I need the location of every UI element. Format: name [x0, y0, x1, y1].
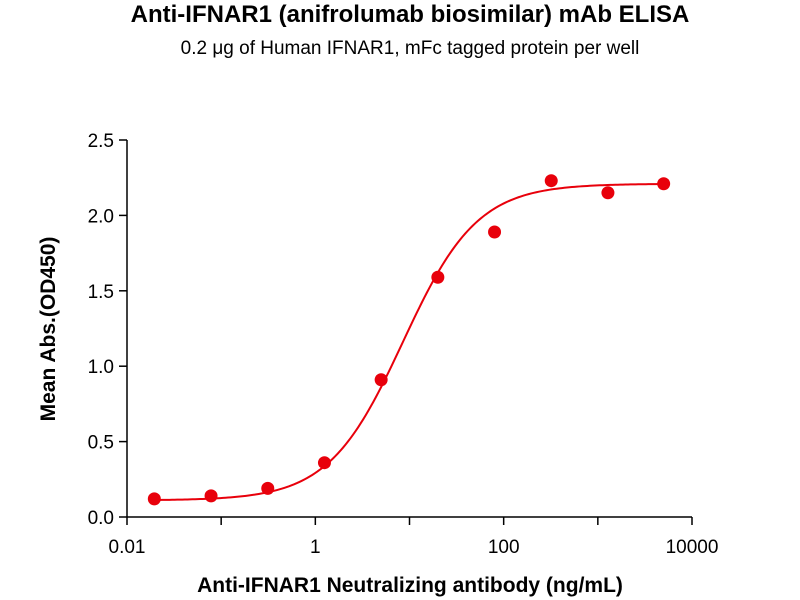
chart-title: Anti-IFNAR1 (anifrolumab biosimilar) mAb… — [131, 1, 690, 28]
y-tick-label: 1.5 — [88, 282, 114, 303]
data-point — [374, 373, 388, 387]
y-axis-ticks: 0.0 0.5 1.0 1.5 2.0 2.5 — [88, 131, 127, 529]
y-tick-label: 2.0 — [88, 206, 114, 227]
x-axis-label: Anti-IFNAR1 Neutralizing antibody (ng/mL… — [197, 574, 623, 597]
data-point — [657, 177, 671, 191]
x-tick-label: 10000 — [666, 537, 719, 558]
data-point — [601, 186, 615, 200]
data-point — [261, 481, 275, 495]
y-tick-label: 1.0 — [88, 357, 114, 378]
data-point — [488, 225, 502, 239]
plot-area: 0.0 0.5 1.0 1.5 2.0 2.5 0.01 1 100 10000 — [88, 131, 719, 558]
y-tick-label: 2.5 — [88, 131, 114, 152]
y-tick-label: 0.5 — [88, 433, 114, 454]
chart-subtitle: 0.2 μg of Human IFNAR1, mFc tagged prote… — [181, 38, 640, 59]
x-tick-label: 1 — [310, 537, 321, 558]
data-point — [147, 492, 161, 506]
data-points — [147, 174, 671, 506]
x-axis-ticks: 0.01 1 100 10000 — [109, 517, 719, 558]
x-tick-label: 0.01 — [109, 537, 146, 558]
y-axis-label: Mean Abs.(OD450) — [37, 237, 60, 422]
data-point — [204, 489, 218, 503]
x-tick-label: 100 — [488, 537, 520, 558]
data-point — [431, 270, 445, 284]
data-point — [317, 456, 331, 470]
data-point — [544, 174, 558, 188]
y-tick-label: 0.0 — [88, 508, 114, 529]
fit-curve — [154, 183, 664, 502]
